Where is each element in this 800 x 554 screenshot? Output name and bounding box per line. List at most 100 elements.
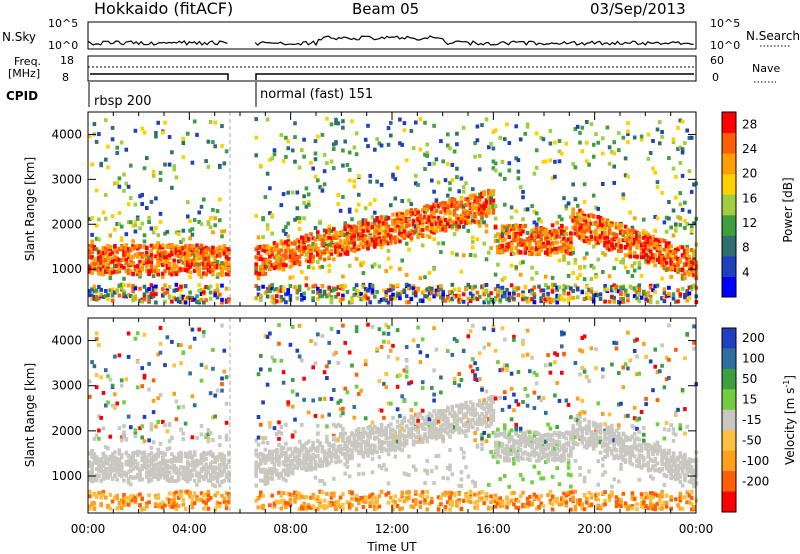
range-cell [138, 226, 142, 231]
noise-sky-trace [87, 35, 694, 47]
range-cell [619, 227, 623, 232]
range-cell [683, 200, 687, 205]
range-cell [265, 171, 270, 176]
range-cell [224, 248, 229, 253]
range-cell [514, 285, 518, 290]
range-cell [140, 202, 144, 206]
range-cell [398, 267, 402, 272]
range-cell [94, 455, 99, 460]
range-cell [432, 227, 436, 232]
range-cell [90, 232, 94, 237]
range-cell [211, 140, 215, 145]
range-cell [188, 228, 192, 233]
range-cell [359, 227, 363, 232]
range-cell [664, 294, 669, 299]
range-cell [655, 257, 660, 262]
range-cell [108, 257, 113, 262]
range-cell [601, 270, 605, 274]
range-cell [409, 229, 414, 233]
range-cell [525, 299, 530, 304]
range-cell [452, 221, 457, 226]
range-cell [92, 257, 97, 262]
range-cell [480, 194, 484, 199]
range-cell [297, 354, 302, 359]
range-cell [441, 205, 445, 210]
range-cell [341, 293, 345, 298]
range-cell [334, 250, 338, 254]
range-cell [176, 504, 181, 509]
range-cell [560, 223, 564, 228]
range-cell [277, 500, 281, 505]
range-cell [555, 220, 559, 225]
range-cell [254, 498, 258, 503]
range-cell [131, 475, 135, 480]
range-cell [88, 394, 92, 399]
range-cell [658, 141, 662, 146]
range-cell [544, 244, 548, 249]
range-cell [218, 473, 222, 478]
range-cell [263, 334, 268, 339]
range-cell [491, 198, 496, 203]
range-cell [644, 238, 648, 243]
range-cell [165, 243, 170, 248]
range-cell [320, 479, 325, 483]
range-cell [99, 252, 103, 257]
range-cell [377, 228, 382, 233]
range-cell [106, 293, 110, 298]
range-cell [601, 219, 605, 224]
range-cell [208, 391, 213, 396]
range-cell [343, 221, 347, 226]
range-cell [564, 232, 569, 236]
range-cell [448, 298, 452, 303]
range-cell [108, 233, 113, 238]
range-cell [204, 432, 208, 437]
range-cell [99, 375, 103, 380]
range-cell [398, 117, 402, 122]
range-cell [183, 475, 188, 480]
range-cell [498, 135, 502, 140]
range-cell [188, 462, 192, 467]
range-cell [594, 290, 598, 295]
range-cell [154, 467, 158, 472]
range-cell [441, 201, 445, 205]
range-cell [268, 265, 272, 270]
range-cell [692, 182, 696, 187]
range-cell [167, 446, 172, 451]
range-cell [341, 244, 345, 249]
range-cell [487, 293, 491, 298]
range-cell [90, 448, 94, 453]
range-cell [404, 282, 409, 287]
range-cell [176, 468, 181, 473]
range-cell [395, 217, 400, 222]
range-cell [464, 209, 468, 214]
range-cell [430, 222, 434, 227]
range-cell [427, 215, 432, 220]
range-cell [204, 462, 208, 467]
range-cell [512, 251, 516, 256]
range-cell [327, 235, 331, 240]
range-cell [309, 467, 313, 472]
range-cell [190, 435, 195, 440]
range-cell [671, 249, 676, 254]
range-cell [218, 435, 222, 440]
range-cell [158, 211, 163, 216]
range-cell [343, 232, 347, 237]
range-cell [135, 453, 140, 458]
range-cell [313, 226, 318, 230]
range-cell [94, 331, 99, 336]
range-cell [270, 250, 274, 255]
range-cell [90, 454, 94, 459]
range-cell [500, 285, 505, 290]
range-cell [190, 497, 195, 502]
range-cell [227, 492, 231, 496]
range-cell [427, 218, 432, 223]
range-cell [186, 489, 190, 494]
range-cell [140, 477, 144, 482]
range-cell [110, 403, 115, 408]
range-cell [432, 237, 436, 242]
range-cell [395, 236, 400, 241]
range-cell [338, 252, 343, 257]
range-cell [149, 295, 154, 300]
range-cell [149, 243, 154, 248]
range-cell [199, 362, 204, 367]
